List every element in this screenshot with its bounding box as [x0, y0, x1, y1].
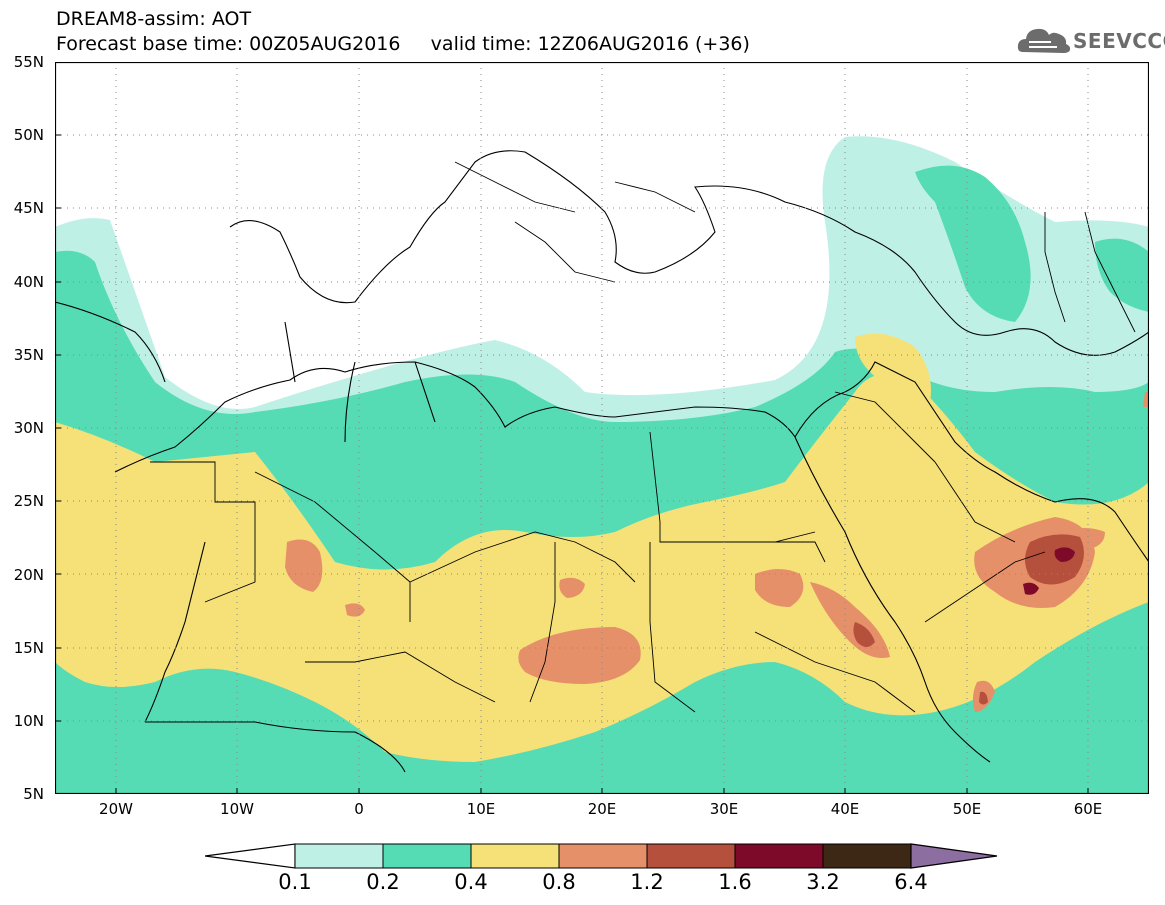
lat-label-25n: 25N	[13, 492, 44, 510]
gridlines	[55, 62, 1149, 794]
axis-ticks	[55, 134, 1089, 794]
colorbar-label-0.4: 0.4	[454, 870, 488, 894]
lon-label-20e: 20E	[587, 800, 617, 818]
lat-label-50n: 50N	[13, 126, 44, 144]
lat-label-10n: 10N	[13, 712, 44, 730]
colorbar-label-0.8: 0.8	[542, 870, 576, 894]
seevccc-logo: SEEVCCC	[1015, 22, 1165, 60]
lon-label-30e: 30E	[709, 800, 739, 818]
colorbar-swatch-0.8	[558, 843, 648, 869]
forecast-times: Forecast base time: 00Z05AUG2016 valid t…	[56, 33, 750, 55]
lat-label-20n: 20N	[13, 566, 44, 584]
aot-map	[55, 62, 1149, 794]
colorbar	[205, 843, 998, 869]
colorbar-swatch-0.4	[470, 843, 560, 869]
cloud-icon	[1017, 28, 1071, 53]
colorbar-swatch-0.2	[382, 843, 472, 869]
lon-label-20w: 20W	[99, 800, 133, 818]
logo-text: SEEVCCC	[1073, 29, 1165, 53]
colorbar-swatch-1.2	[646, 843, 736, 869]
colorbar-swatch-1.6	[734, 843, 824, 869]
lat-label-35n: 35N	[13, 346, 44, 364]
lon-label-10e: 10E	[466, 800, 496, 818]
aot-band-1.6	[1023, 547, 1075, 595]
lat-label-45n: 45N	[13, 199, 44, 217]
aot-band-0.4	[55, 333, 1149, 762]
colorbar-swatch-0.1	[294, 843, 384, 869]
colorbar-label-0.2: 0.2	[366, 870, 400, 894]
colorbar-label-1.6: 1.6	[718, 870, 752, 894]
lat-label-40n: 40N	[13, 273, 44, 291]
lat-label-30n: 30N	[13, 419, 44, 437]
coastlines	[55, 150, 1149, 773]
colorbar-label-6.4: 6.4	[894, 870, 928, 894]
lat-label-5n: 5N	[23, 785, 44, 803]
colorbar-swatch-3.2	[822, 843, 912, 869]
colorbar-label-0.1: 0.1	[278, 870, 312, 894]
colorbar-label-3.2: 3.2	[806, 870, 840, 894]
colorbar-high-arrow	[910, 843, 998, 869]
colorbar-label-1.2: 1.2	[630, 870, 664, 894]
map-title: DREAM8-assim: AOT	[56, 8, 252, 30]
lon-label-0: 0	[354, 800, 364, 818]
lon-label-50e: 50E	[952, 800, 982, 818]
lon-label-60e: 60E	[1073, 800, 1103, 818]
country-borders	[150, 161, 1136, 713]
lon-label-10w: 10W	[220, 800, 254, 818]
lat-label-55n: 55N	[13, 53, 44, 71]
aot-band-1.2	[853, 534, 1084, 705]
lat-label-15n: 15N	[13, 639, 44, 657]
lon-label-40e: 40E	[830, 800, 860, 818]
colorbar-low-arrow	[205, 843, 296, 869]
